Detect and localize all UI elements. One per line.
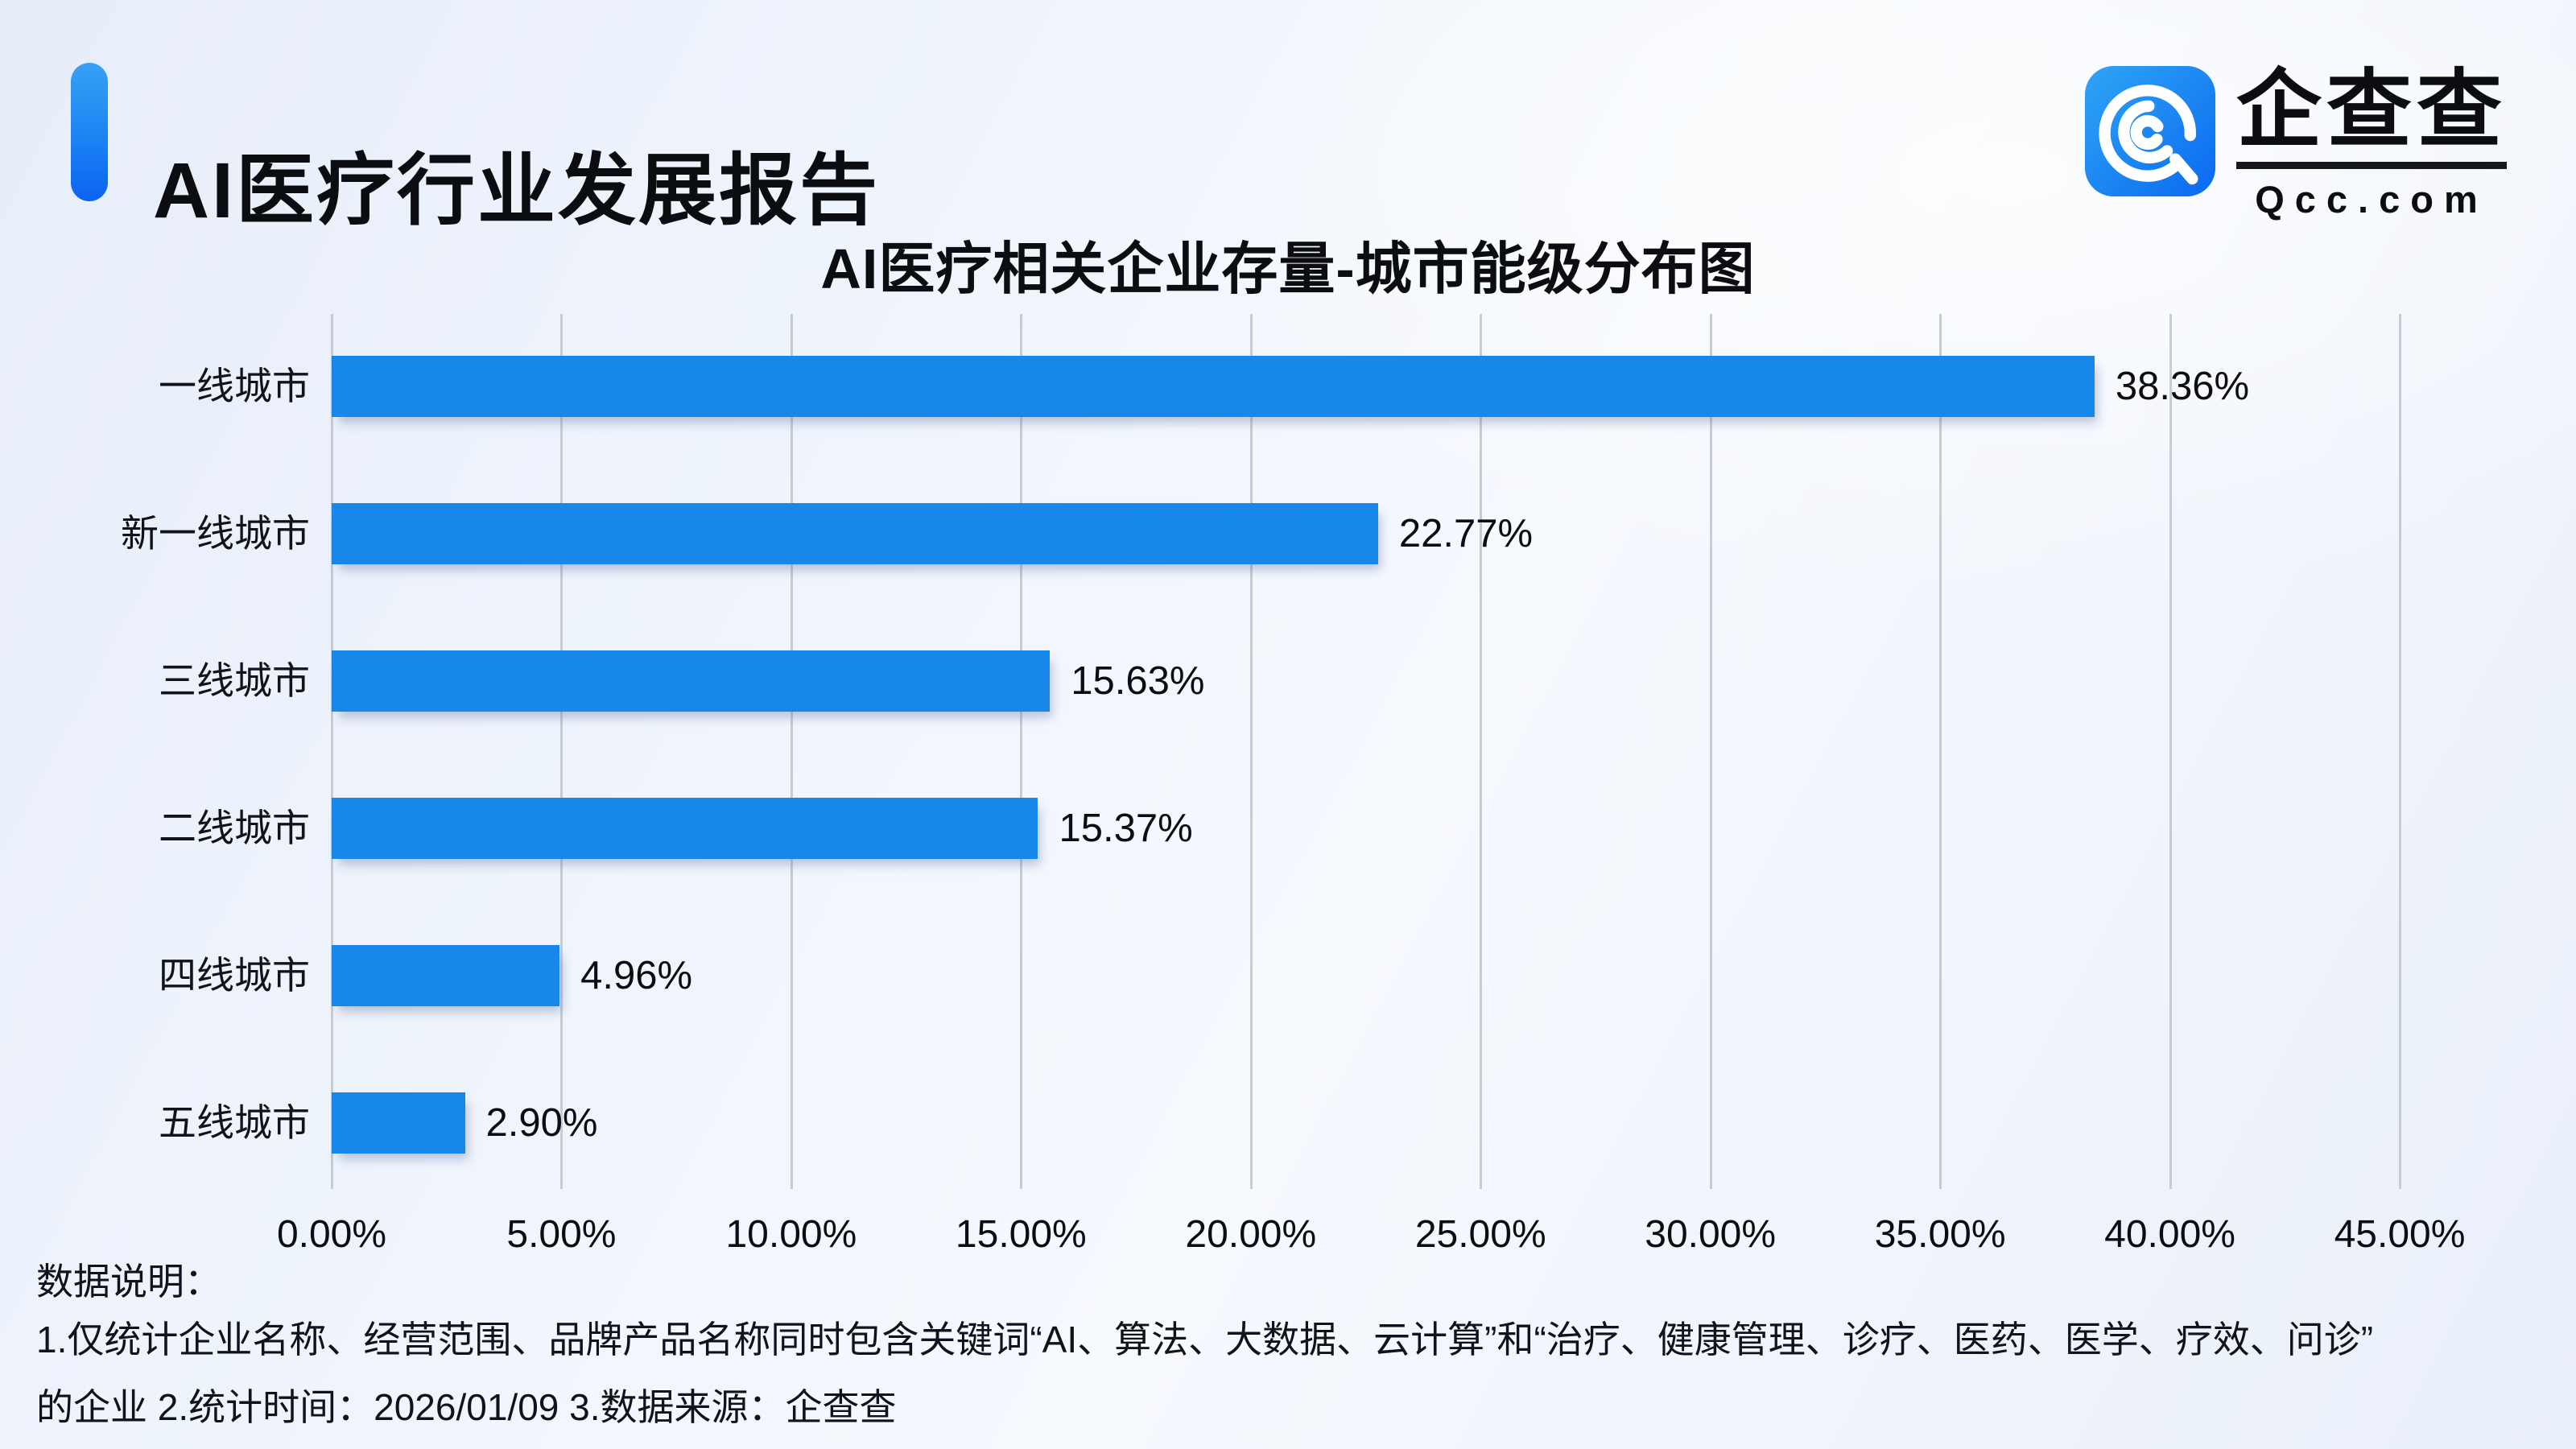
gridline bbox=[560, 314, 564, 1189]
data-notes-line1: 1.仅统计企业名称、经营范围、品牌产品名称同时包含关键词“AI、算法、大数据、云… bbox=[36, 1319, 2374, 1360]
category-label: 一线城市 bbox=[159, 365, 310, 407]
value-label: 15.63% bbox=[1071, 659, 1205, 703]
bar-五线城市 bbox=[332, 1092, 465, 1154]
qcc-logo-text: 企查查 Qcc.com bbox=[2236, 65, 2507, 221]
value-label: 2.90% bbox=[485, 1101, 598, 1145]
category-label: 二线城市 bbox=[159, 807, 310, 849]
y-axis-labels: 一线城市新一线城市三线城市二线城市四线城市五线城市 bbox=[0, 314, 310, 1189]
title-accent-bar bbox=[71, 63, 108, 201]
x-tick-label: 30.00% bbox=[1645, 1213, 1777, 1256]
data-notes-line2: 的企业 2.统计时间：2026/01/09 3.数据来源：企查查 bbox=[36, 1386, 897, 1428]
bar-一线城市 bbox=[332, 356, 2095, 417]
x-tick-label: 0.00% bbox=[276, 1213, 387, 1256]
value-label: 15.37% bbox=[1059, 807, 1193, 850]
data-notes-label: 数据说明： bbox=[36, 1261, 221, 1302]
gridline bbox=[1709, 314, 1712, 1189]
gridline bbox=[1249, 314, 1253, 1189]
page-title: AI医疗行业发展报告 bbox=[153, 146, 880, 234]
bar-四线城市 bbox=[332, 945, 560, 1006]
x-tick-label: 10.00% bbox=[725, 1213, 857, 1256]
chart-title: AI医疗相关企业存量-城市能级分布图 bbox=[820, 237, 1756, 300]
qcc-brand-name: 企查查 bbox=[2236, 65, 2507, 170]
x-axis-ticks: 0.00% 5.00% 10.00% 15.00% 20.00% 25.00% 30.00%… bbox=[277, 1212, 2465, 1261]
x-tick-label: 45.00% bbox=[2334, 1213, 2466, 1256]
gridline bbox=[331, 314, 333, 1189]
value-label: 22.77% bbox=[1398, 512, 1534, 555]
value-label: 4.96% bbox=[580, 954, 693, 997]
x-tick-label: 5.00% bbox=[506, 1213, 617, 1256]
bar-二线城市 bbox=[332, 798, 1038, 859]
qcc-brand-domain: Qcc.com bbox=[2255, 178, 2488, 221]
category-label: 三线城市 bbox=[159, 659, 310, 702]
gridline bbox=[2399, 314, 2401, 1189]
x-tick-label: 20.00% bbox=[1185, 1213, 1317, 1256]
qcc-logo-icon bbox=[2085, 66, 2215, 196]
gridline bbox=[790, 314, 793, 1189]
gridline bbox=[1020, 314, 1023, 1189]
x-tick-label: 25.00% bbox=[1414, 1213, 1546, 1256]
category-label: 四线城市 bbox=[159, 954, 310, 997]
bar-三线城市 bbox=[332, 650, 1051, 712]
bar-新一线城市 bbox=[332, 503, 1378, 564]
gridline bbox=[2169, 314, 2172, 1189]
x-tick-label: 40.00% bbox=[2104, 1213, 2235, 1256]
x-tick-label: 35.00% bbox=[1874, 1213, 2006, 1256]
category-label: 五线城市 bbox=[159, 1101, 310, 1144]
gridline bbox=[1480, 314, 1483, 1189]
qcc-logo: 企查查 Qcc.com bbox=[2085, 65, 2507, 221]
value-label: 38.36% bbox=[2115, 365, 2250, 408]
gridline bbox=[1939, 314, 1942, 1189]
category-label: 新一线城市 bbox=[121, 512, 310, 555]
x-tick-label: 15.00% bbox=[955, 1213, 1087, 1256]
plot-area: 38.36% 22.77% 15.63% 15.37% 4.96% 2.90% bbox=[331, 314, 2401, 1189]
